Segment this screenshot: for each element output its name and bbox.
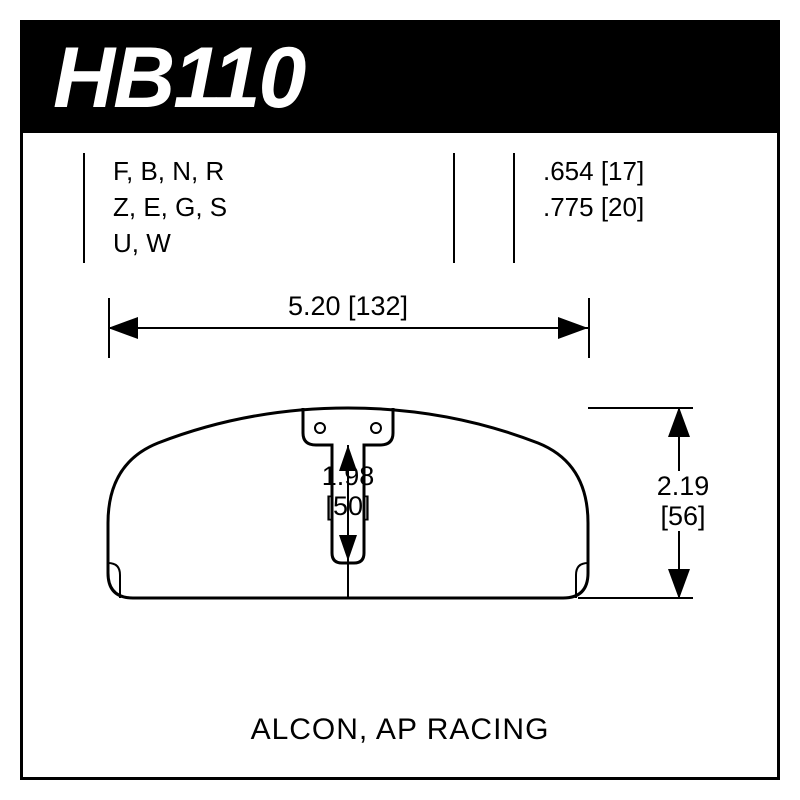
divider bbox=[83, 153, 85, 263]
thickness-line: .654 [17] bbox=[543, 153, 644, 189]
inner-dim-mm: [50] bbox=[278, 491, 418, 521]
height-dim-label: 2.19 [56] bbox=[638, 471, 728, 531]
title-bar: HB110 bbox=[23, 23, 777, 133]
divider bbox=[453, 153, 455, 263]
diagram-frame: HB110 F, B, N, R Z, E, G, S U, W .654 [1… bbox=[20, 20, 780, 780]
width-dim-line bbox=[108, 327, 588, 329]
height-dim-value: 2.19 bbox=[638, 471, 728, 501]
part-number: HB110 bbox=[53, 23, 304, 133]
spec-row: F, B, N, R Z, E, G, S U, W .654 [17] .77… bbox=[23, 153, 777, 263]
arrow-left-icon bbox=[108, 317, 138, 339]
thickness-line: .775 [20] bbox=[543, 189, 644, 225]
compound-line: U, W bbox=[113, 225, 227, 261]
inner-dim-value: 1.98 bbox=[278, 461, 418, 491]
arrow-down-icon bbox=[668, 569, 690, 599]
divider bbox=[513, 153, 515, 263]
compound-line: F, B, N, R bbox=[113, 153, 227, 189]
thickness-list: .654 [17] .775 [20] bbox=[543, 153, 644, 225]
inner-dim-label: 1.98 [50] bbox=[278, 461, 418, 521]
compound-list: F, B, N, R Z, E, G, S U, W bbox=[113, 153, 227, 261]
application-label: ALCON, AP RACING bbox=[23, 713, 777, 747]
ext-line bbox=[588, 298, 590, 358]
arrow-right-icon bbox=[558, 317, 588, 339]
compound-line: Z, E, G, S bbox=[113, 189, 227, 225]
height-dim-mm: [56] bbox=[638, 501, 728, 531]
width-dim-label: 5.20 [132] bbox=[248, 291, 448, 322]
arrow-up-icon bbox=[668, 407, 690, 437]
